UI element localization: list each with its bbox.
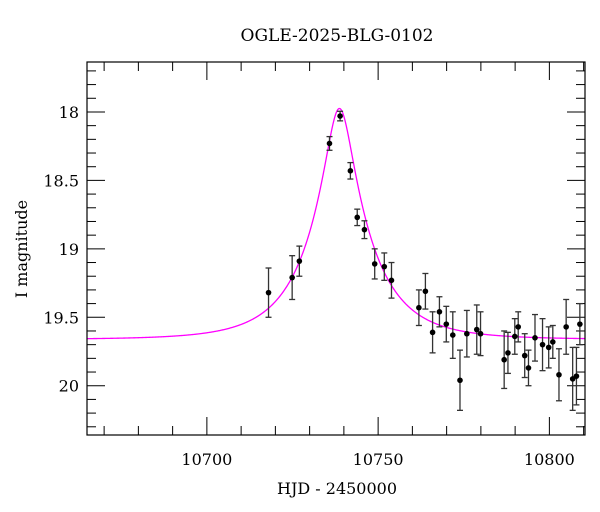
- data-point: [511, 318, 518, 355]
- data-point: [429, 311, 436, 354]
- x-axis-label: HJD - 2450000: [277, 479, 397, 498]
- data-marker: [381, 263, 388, 270]
- x-tick-label: 10700: [181, 450, 232, 469]
- data-point: [504, 331, 511, 375]
- data-point: [531, 313, 538, 362]
- data-marker: [525, 365, 532, 371]
- data-point: [354, 208, 361, 227]
- data-point: [539, 318, 546, 372]
- data-point: [573, 346, 580, 406]
- data-point: [545, 326, 552, 369]
- data-marker: [539, 341, 546, 348]
- data-point: [549, 324, 556, 359]
- model-curve: [87, 107, 586, 340]
- data-point: [415, 289, 422, 327]
- data-marker: [477, 330, 484, 337]
- y-tick-label: 19: [59, 240, 79, 259]
- data-marker: [422, 288, 429, 295]
- data-point: [337, 110, 344, 122]
- data-marker: [436, 309, 443, 315]
- data-marker: [563, 324, 569, 330]
- y-tick-label: 20: [59, 377, 79, 396]
- axis-ticks: [87, 62, 585, 435]
- data-point: [296, 245, 303, 277]
- y-tick-label: 18.5: [43, 171, 79, 190]
- data-point: [456, 349, 463, 412]
- chart-title: OGLE-2025-BLG-0102: [241, 26, 434, 46]
- data-marker: [361, 226, 368, 233]
- data-marker: [347, 168, 354, 174]
- data-marker: [550, 339, 556, 345]
- data-marker: [473, 326, 480, 333]
- data-marker: [511, 333, 518, 340]
- data-marker: [371, 261, 378, 267]
- data-marker: [556, 371, 562, 378]
- data-marker: [265, 289, 272, 296]
- data-marker: [545, 344, 552, 351]
- data-marker: [337, 113, 343, 119]
- data-marker: [443, 321, 450, 327]
- data-marker: [505, 350, 511, 356]
- data-marker: [296, 258, 303, 264]
- data-point: [422, 272, 429, 310]
- data-point: [436, 296, 443, 328]
- data-marker: [521, 352, 528, 359]
- data-point: [449, 311, 456, 359]
- data-point: [521, 333, 528, 379]
- data-point: [361, 220, 368, 240]
- data-point: [576, 302, 583, 346]
- y-tick-label: 19.5: [43, 308, 79, 327]
- x-tick-label: 10800: [524, 450, 575, 469]
- data-marker: [457, 377, 463, 384]
- data-point: [515, 311, 522, 343]
- plot-frame: [86, 61, 586, 436]
- y-axis-label: I magnitude: [12, 200, 31, 298]
- data-marker: [449, 332, 456, 338]
- data-point: [381, 252, 388, 281]
- x-tick-label: 10750: [353, 450, 404, 469]
- data-point: [326, 135, 333, 151]
- data-point: [371, 248, 378, 280]
- data-point: [563, 298, 570, 355]
- data-marker: [354, 214, 361, 221]
- data-marker: [515, 324, 522, 330]
- data-point: [501, 330, 508, 390]
- tick-labels: 10700 10750 10800 18 18.5 19 19.5 20: [43, 103, 574, 469]
- data-points: [265, 110, 583, 412]
- data-point: [525, 349, 532, 387]
- data-point: [265, 267, 272, 318]
- data-point: [347, 161, 354, 180]
- data-point: [289, 255, 296, 301]
- data-marker: [416, 304, 422, 311]
- data-marker: [577, 321, 583, 327]
- data-point: [388, 261, 395, 299]
- data-point: [473, 304, 480, 355]
- data-marker: [464, 330, 470, 337]
- data-marker: [532, 335, 538, 341]
- data-point: [555, 348, 562, 402]
- data-marker: [289, 274, 295, 281]
- data-point: [569, 346, 576, 412]
- y-tick-label: 18: [59, 103, 79, 122]
- data-point: [463, 309, 470, 358]
- data-marker: [326, 140, 333, 147]
- data-marker: [501, 356, 507, 363]
- data-point: [477, 311, 484, 357]
- data-point: [443, 305, 450, 343]
- model-curve-group: [87, 107, 586, 340]
- data-marker: [429, 329, 436, 336]
- data-marker: [388, 277, 395, 284]
- data-marker: [573, 373, 580, 379]
